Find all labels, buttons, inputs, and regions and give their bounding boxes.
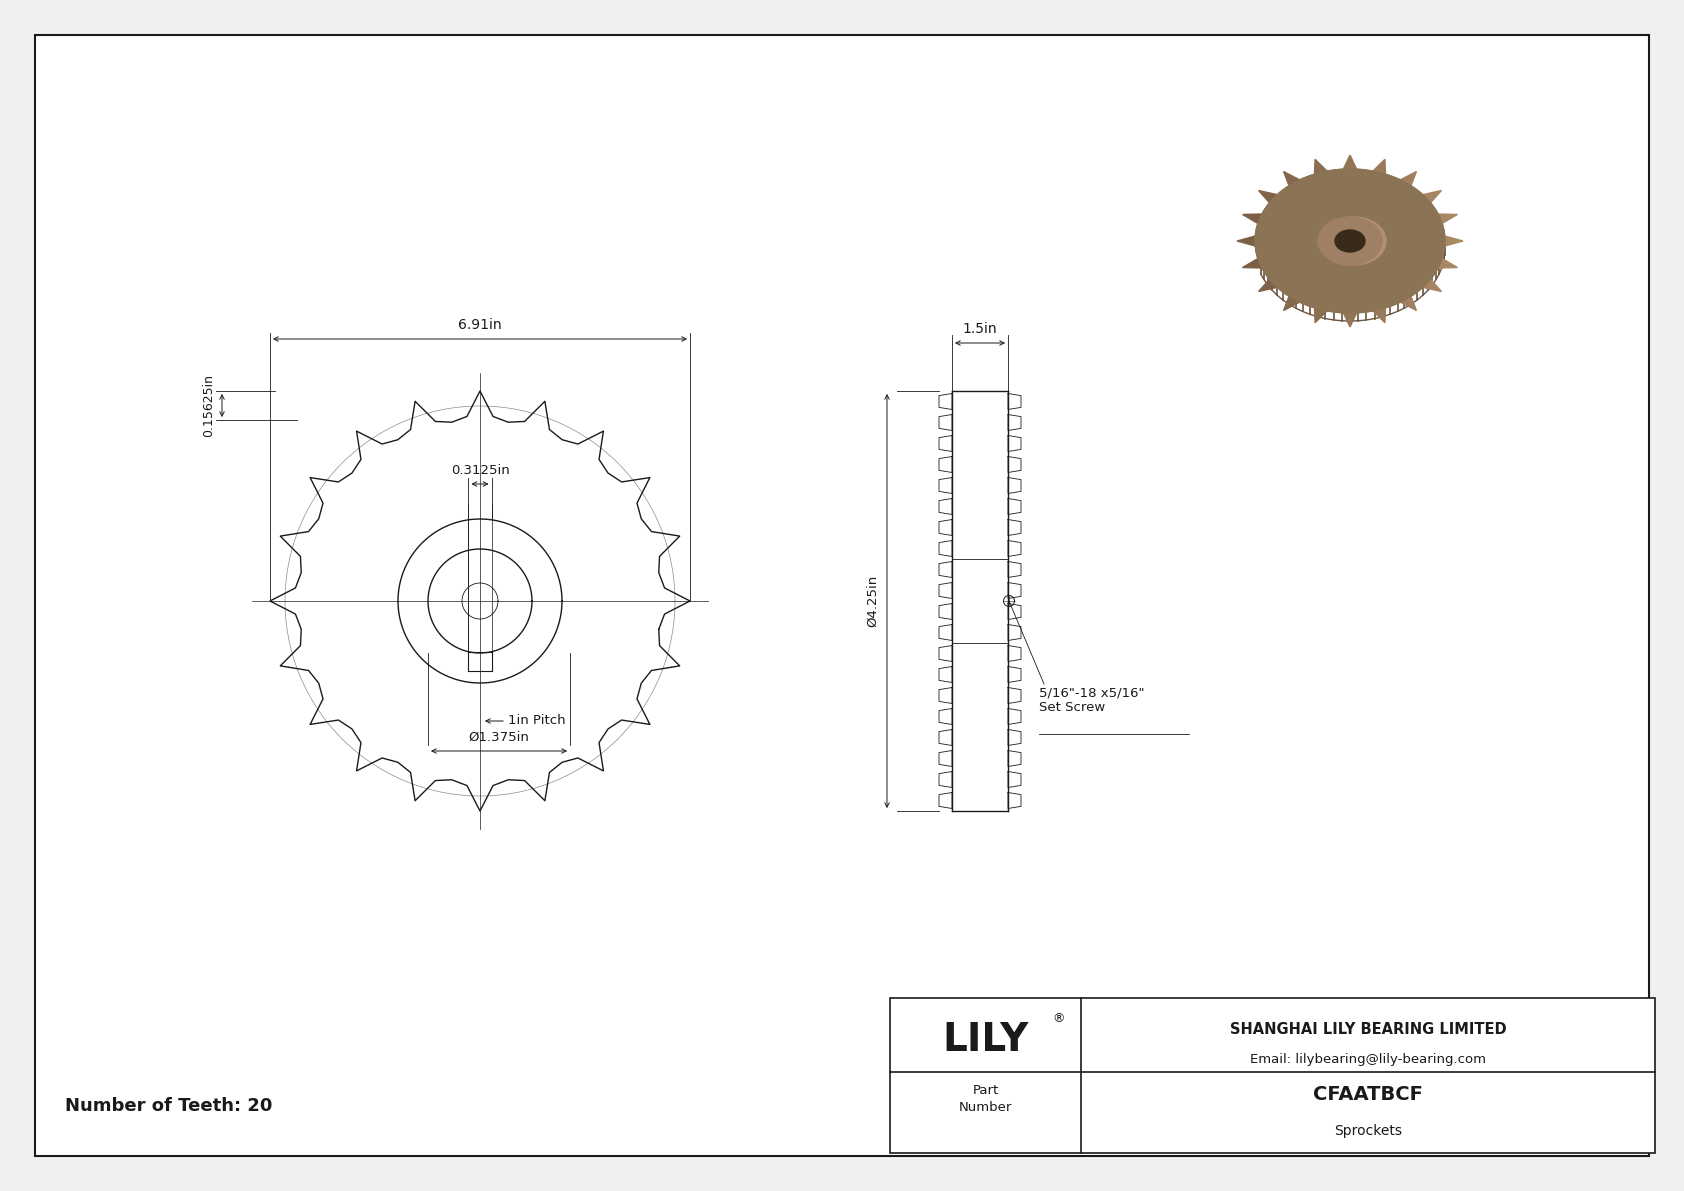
Polygon shape: [1238, 236, 1258, 247]
Polygon shape: [1243, 257, 1265, 268]
Text: 6.91in: 6.91in: [458, 318, 502, 332]
Polygon shape: [1372, 160, 1386, 176]
Ellipse shape: [1255, 169, 1445, 313]
Polygon shape: [1399, 172, 1416, 187]
Text: 5/16"-18 x5/16"
Set Screw: 5/16"-18 x5/16" Set Screw: [1039, 686, 1145, 713]
Polygon shape: [1436, 257, 1457, 268]
Text: Part
Number: Part Number: [958, 1084, 1012, 1114]
Text: LILY: LILY: [943, 1021, 1029, 1059]
Text: 0.15625in: 0.15625in: [202, 374, 216, 437]
Polygon shape: [1399, 294, 1416, 311]
Text: Ø4.25in: Ø4.25in: [866, 575, 879, 628]
Polygon shape: [1258, 278, 1280, 292]
Polygon shape: [1342, 312, 1357, 326]
Ellipse shape: [1322, 217, 1386, 266]
Polygon shape: [1372, 306, 1386, 323]
Polygon shape: [1315, 306, 1329, 323]
Text: CFAATBCF: CFAATBCF: [1314, 1085, 1423, 1104]
Text: 1.5in: 1.5in: [963, 322, 997, 336]
Polygon shape: [1421, 191, 1442, 204]
Text: Sprockets: Sprockets: [1334, 1124, 1403, 1139]
Ellipse shape: [1319, 217, 1383, 266]
Text: Email: lilybearing@lily-bearing.com: Email: lilybearing@lily-bearing.com: [1250, 1054, 1485, 1066]
Polygon shape: [1436, 214, 1457, 224]
Text: 0.3125in: 0.3125in: [451, 464, 509, 478]
Polygon shape: [1283, 294, 1302, 311]
Polygon shape: [1283, 172, 1302, 187]
Ellipse shape: [1255, 169, 1445, 313]
Polygon shape: [1258, 191, 1280, 204]
Bar: [891, 998, 1655, 1153]
Polygon shape: [1342, 155, 1357, 170]
Text: SHANGHAI LILY BEARING LIMITED: SHANGHAI LILY BEARING LIMITED: [1229, 1022, 1507, 1036]
Text: Number of Teeth: 20: Number of Teeth: 20: [66, 1097, 273, 1115]
Polygon shape: [1421, 278, 1442, 292]
Polygon shape: [1443, 236, 1463, 247]
Text: Ø1.375in: Ø1.375in: [468, 731, 529, 744]
Text: ®: ®: [1052, 1011, 1064, 1024]
Polygon shape: [1243, 214, 1265, 224]
Polygon shape: [1315, 160, 1329, 176]
Text: 1in Pitch: 1in Pitch: [509, 715, 566, 728]
Ellipse shape: [1335, 230, 1366, 252]
